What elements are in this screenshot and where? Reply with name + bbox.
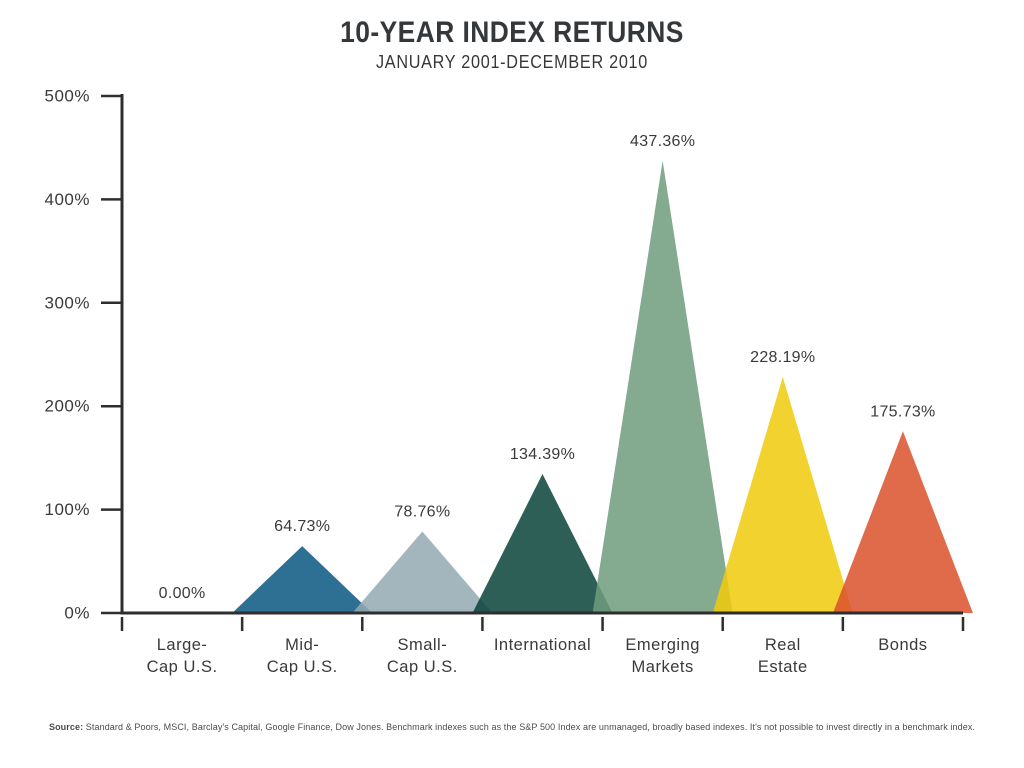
- triangle-bonds: [832, 431, 973, 613]
- value-label-large-cap-u-s: 0.00%: [159, 585, 206, 602]
- category-label-emerging-markets: Emerging: [625, 636, 700, 654]
- chart-header: 10-YEAR INDEX RETURNS JANUARY 2001-DECEM…: [0, 16, 1024, 73]
- category-label-large-cap-u-s: Large-: [157, 636, 208, 654]
- y-tick-label: 400%: [45, 190, 90, 209]
- triangle-mid-cap-u-s: [232, 546, 373, 613]
- triangle-emerging-markets: [592, 160, 733, 613]
- y-tick-label: 0%: [64, 604, 90, 623]
- triangle-international: [472, 474, 613, 613]
- source-note: Source: Standard & Poors, MSCI, Barclay'…: [0, 722, 1024, 732]
- y-tick-label: 200%: [45, 397, 90, 416]
- chart-subtitle: JANUARY 2001-DECEMBER 2010: [375, 52, 649, 72]
- category-label-international: International: [494, 636, 591, 654]
- category-label-large-cap-u-s: Cap U.S.: [147, 658, 218, 676]
- value-label-bonds: 175.73%: [870, 403, 935, 420]
- chart-title: 10-YEAR INDEX RETURNS: [340, 16, 684, 49]
- value-label-emerging-markets: 437.36%: [630, 133, 695, 150]
- category-label-bonds: Bonds: [878, 636, 927, 654]
- triangle-real-estate: [712, 377, 853, 613]
- value-label-small-cap-u-s: 78.76%: [394, 504, 450, 521]
- category-label-small-cap-u-s: Small-: [397, 636, 447, 654]
- value-label-international: 134.39%: [510, 446, 575, 463]
- category-label-mid-cap-u-s: Mid-: [285, 636, 319, 654]
- value-label-real-estate: 228.19%: [750, 349, 815, 366]
- category-label-emerging-markets: Markets: [632, 658, 694, 676]
- y-tick-label: 300%: [45, 293, 90, 312]
- category-label-real-estate: Estate: [758, 658, 808, 676]
- value-label-mid-cap-u-s: 64.73%: [274, 518, 330, 535]
- y-tick-label: 100%: [45, 500, 90, 519]
- category-label-small-cap-u-s: Cap U.S.: [387, 658, 458, 676]
- y-tick-label: 500%: [45, 87, 90, 106]
- source-text: Standard & Poors, MSCI, Barclay's Capita…: [83, 722, 976, 732]
- category-label-mid-cap-u-s: Cap U.S.: [267, 658, 338, 676]
- triangle-small-cap-u-s: [352, 531, 493, 613]
- category-label-real-estate: Real: [765, 636, 801, 654]
- source-label: Source:: [48, 722, 84, 732]
